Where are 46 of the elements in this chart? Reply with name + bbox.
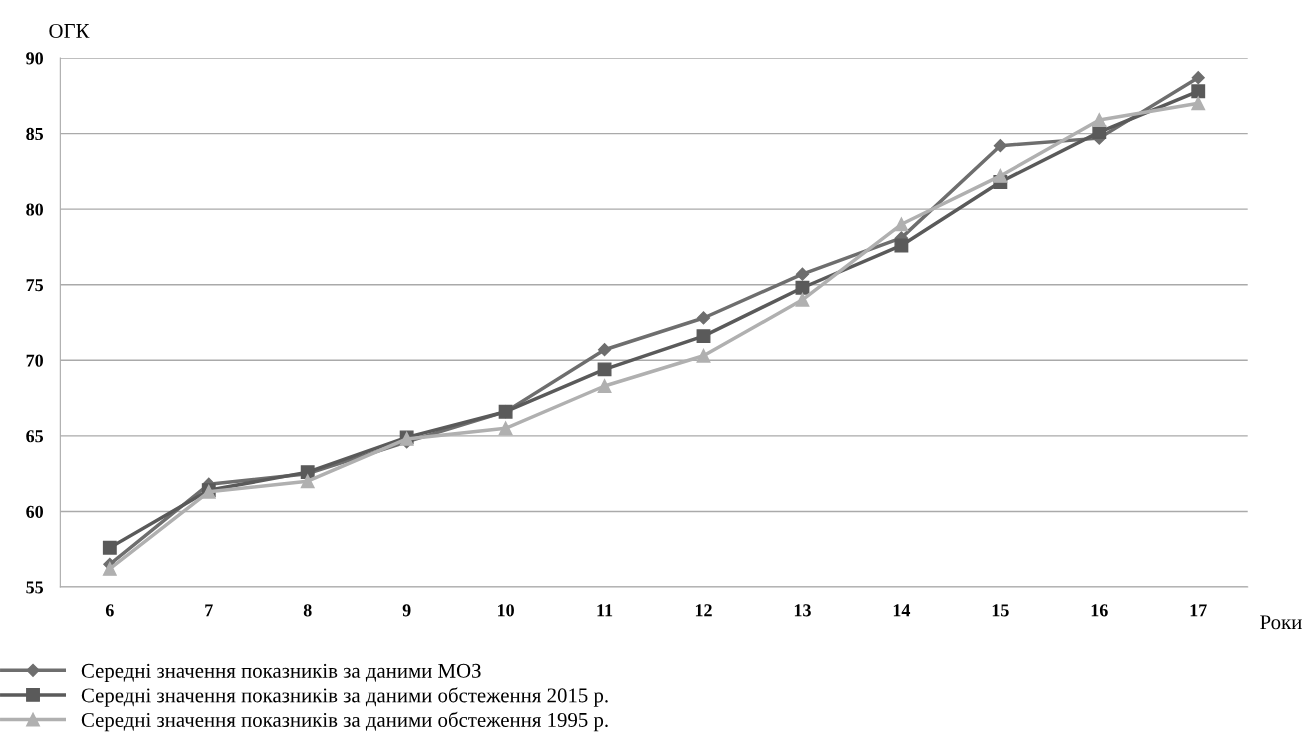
legend-label: Середні значення показників за даними МОЗ: [81, 663, 481, 683]
point: [795, 280, 810, 295]
x-axis-title: Роки: [1260, 615, 1302, 630]
x-tick-label: 12: [695, 604, 712, 617]
x-tick-label: 8: [303, 604, 312, 617]
point: [894, 217, 909, 232]
x-tick-label: 11: [597, 604, 613, 617]
point: [597, 379, 612, 393]
y-tick-label: 80: [26, 203, 43, 216]
point: [696, 329, 711, 344]
x-tick-label: 15: [992, 604, 1009, 617]
y-tick-label: 60: [26, 505, 43, 518]
y-tick-label: 70: [26, 354, 43, 367]
x-tick-label: 10: [498, 604, 514, 617]
x-tick-label: 14: [893, 604, 911, 617]
point: [795, 292, 810, 307]
point: [1092, 113, 1107, 127]
point: [300, 474, 315, 489]
point: [993, 139, 1007, 153]
point: [498, 421, 513, 436]
point: [696, 311, 711, 325]
x-tick-label: 13: [794, 604, 811, 617]
point: [102, 540, 117, 555]
point: [894, 238, 909, 253]
legend-label: Середні значення показників за даними обстеження 1995 р.: [81, 711, 608, 732]
x-tick-label: 6: [105, 604, 114, 617]
point: [1191, 71, 1205, 85]
point: [795, 267, 810, 281]
y-tick-label: 65: [26, 430, 44, 443]
y-tick-label: 55: [26, 581, 44, 594]
point: [597, 343, 612, 357]
point: [597, 362, 612, 377]
y-tick-label: 85: [26, 127, 44, 141]
point: [102, 561, 117, 576]
point: [1191, 96, 1206, 111]
legend-label: Середні значення показників за даними обстеження 2015 р.: [81, 687, 608, 707]
point: [1191, 84, 1206, 99]
y-tick-label: 90: [26, 52, 43, 65]
y-tick-label: 75: [26, 279, 44, 292]
x-tick-label: 9: [402, 604, 411, 617]
point: [993, 168, 1008, 183]
x-tick-label: 16: [1091, 604, 1108, 617]
point: [696, 348, 711, 363]
x-tick-label: 7: [205, 604, 213, 617]
y-axis-title: ОГК: [49, 23, 90, 38]
x-tick-label: 17: [1190, 604, 1207, 617]
